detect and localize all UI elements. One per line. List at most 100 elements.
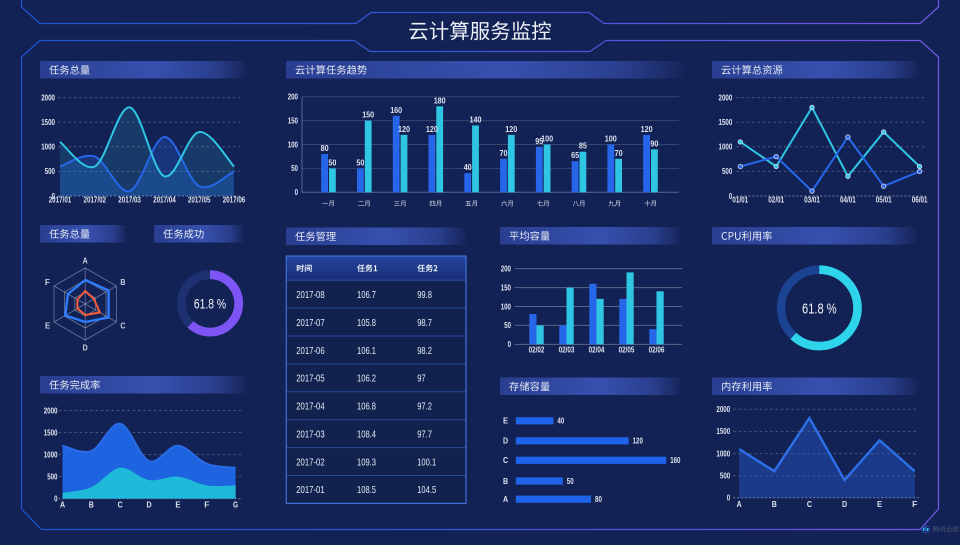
svg-text:40: 40: [557, 417, 564, 426]
svg-text:160: 160: [390, 106, 402, 115]
svg-text:97: 97: [417, 373, 426, 385]
svg-text:0: 0: [729, 192, 733, 201]
svg-text:500: 500: [720, 472, 731, 481]
svg-text:B: B: [503, 477, 508, 486]
svg-text:B: B: [89, 501, 94, 510]
svg-text:2017-08: 2017-08: [296, 289, 325, 301]
svg-text:2000: 2000: [719, 93, 733, 102]
svg-text:D: D: [83, 343, 88, 352]
svg-text:150: 150: [501, 283, 512, 292]
svg-text:50: 50: [567, 477, 574, 486]
svg-text:500: 500: [45, 167, 56, 176]
svg-text:50: 50: [356, 158, 364, 167]
svg-text:120: 120: [641, 125, 653, 134]
svg-text:2017-06: 2017-06: [296, 345, 325, 357]
svg-text:106.8: 106.8: [357, 401, 376, 413]
svg-text:F: F: [45, 278, 50, 287]
svg-text:0: 0: [508, 340, 512, 349]
svg-text:104.5: 104.5: [417, 484, 436, 496]
svg-text:80: 80: [321, 144, 329, 153]
svg-text:2017/03: 2017/03: [118, 196, 141, 205]
svg-text:1000: 1000: [41, 143, 55, 152]
svg-text:2000: 2000: [716, 405, 730, 414]
svg-text:E: E: [175, 501, 181, 510]
svg-text:99.8: 99.8: [417, 289, 432, 301]
svg-text:120: 120: [633, 437, 644, 446]
svg-text:E: E: [877, 500, 883, 509]
svg-text:2017/01: 2017/01: [49, 196, 72, 205]
svg-text:200: 200: [288, 93, 299, 102]
svg-text:06/01: 06/01: [912, 196, 928, 205]
svg-text:106.2: 106.2: [357, 373, 376, 385]
svg-text:02/04: 02/04: [589, 346, 605, 355]
svg-text:1500: 1500: [716, 427, 730, 436]
svg-text:2017-01: 2017-01: [296, 484, 325, 496]
svg-text:A: A: [60, 501, 65, 510]
svg-text:C: C: [120, 322, 125, 331]
svg-text:100.1: 100.1: [417, 456, 436, 468]
svg-text:100: 100: [605, 135, 617, 144]
svg-text:02/02: 02/02: [529, 346, 545, 355]
svg-text:109.3: 109.3: [357, 456, 376, 468]
svg-text:01/01: 01/01: [732, 196, 748, 205]
svg-text:106.1: 106.1: [357, 345, 376, 357]
svg-text:02/03: 02/03: [559, 346, 575, 355]
svg-text:90: 90: [650, 139, 658, 148]
svg-text:C: C: [807, 500, 812, 509]
svg-text:03/01: 03/01: [804, 196, 820, 205]
svg-text:2017/02: 2017/02: [84, 196, 107, 205]
svg-text:0: 0: [727, 494, 731, 503]
svg-text:1500: 1500: [719, 118, 733, 127]
svg-text:97.7: 97.7: [417, 428, 432, 440]
svg-text:105.8: 105.8: [357, 317, 376, 329]
svg-text:65: 65: [571, 151, 579, 160]
svg-text:70: 70: [500, 149, 508, 158]
svg-text:108.4: 108.4: [357, 428, 376, 440]
svg-text:120: 120: [398, 125, 410, 134]
svg-text:2017-02: 2017-02: [296, 456, 325, 468]
svg-text:140: 140: [470, 115, 482, 124]
svg-text:0: 0: [54, 494, 58, 503]
svg-text:150: 150: [362, 111, 374, 120]
svg-text:F: F: [912, 500, 917, 509]
svg-text:95: 95: [535, 137, 543, 146]
svg-text:100: 100: [501, 302, 512, 311]
svg-text:85: 85: [579, 142, 587, 151]
svg-text:C: C: [118, 501, 123, 510]
svg-text:50: 50: [291, 164, 298, 173]
svg-text:1000: 1000: [716, 449, 730, 458]
svg-text:98.7: 98.7: [417, 317, 432, 329]
svg-text:0: 0: [52, 192, 56, 201]
svg-text:2017-05: 2017-05: [296, 373, 325, 385]
svg-text:160: 160: [670, 456, 681, 465]
svg-text:0: 0: [295, 188, 299, 197]
svg-text:1000: 1000: [44, 450, 58, 459]
svg-text:B: B: [120, 278, 125, 287]
svg-text:B: B: [772, 500, 777, 509]
svg-text:100: 100: [541, 135, 553, 144]
svg-text:E: E: [45, 322, 51, 331]
svg-text:98.2: 98.2: [417, 345, 432, 357]
svg-text:E: E: [503, 417, 509, 426]
svg-text:97.2: 97.2: [417, 401, 432, 413]
svg-text:50: 50: [504, 321, 511, 330]
svg-text:2017/06: 2017/06: [223, 196, 246, 205]
svg-text:61.8 %: 61.8 %: [802, 300, 837, 317]
svg-text:2017/05: 2017/05: [188, 196, 211, 205]
svg-text:40: 40: [464, 163, 472, 172]
svg-text:2000: 2000: [41, 93, 55, 102]
svg-text:120: 120: [426, 125, 438, 134]
svg-text:150: 150: [288, 116, 299, 125]
svg-text:A: A: [503, 495, 508, 504]
svg-text:120: 120: [505, 125, 517, 134]
svg-text:500: 500: [722, 167, 733, 176]
svg-text:2017/04: 2017/04: [153, 196, 176, 205]
svg-text:2000: 2000: [44, 406, 58, 415]
svg-text:F: F: [204, 501, 209, 510]
svg-text:2017-04: 2017-04: [296, 401, 325, 413]
svg-text:04/01: 04/01: [840, 196, 856, 205]
svg-text:108.5: 108.5: [357, 484, 376, 496]
svg-text:80: 80: [595, 495, 602, 504]
svg-text:A: A: [737, 500, 742, 509]
svg-text:D: D: [503, 437, 508, 446]
